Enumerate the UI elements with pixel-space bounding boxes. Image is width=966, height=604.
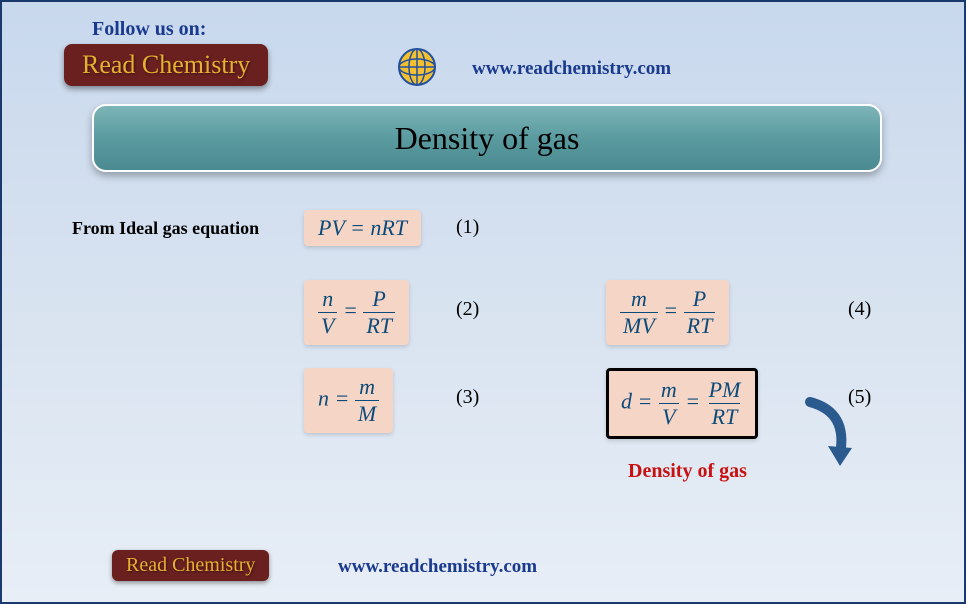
website-url-bottom[interactable]: www.readchemistry.com bbox=[338, 556, 537, 578]
eq5-left: d bbox=[621, 389, 632, 414]
eq4-left-num: m bbox=[628, 288, 650, 312]
eq3-den: M bbox=[355, 400, 379, 425]
eq2-left-num: n bbox=[319, 288, 336, 312]
derivation-intro: From Ideal gas equation bbox=[72, 218, 259, 239]
brand-logo-top: Read Chemistry bbox=[64, 44, 268, 86]
title-banner: Density of gas bbox=[92, 104, 882, 172]
page-title: Density of gas bbox=[395, 120, 580, 157]
eq4-right-num: P bbox=[690, 288, 709, 312]
eq5-mid-den: V bbox=[659, 403, 678, 428]
equation-2: n V = P RT bbox=[304, 280, 409, 345]
eq1-content: PV = nRT bbox=[318, 215, 407, 240]
eq2-right-num: P bbox=[369, 288, 388, 312]
eq2-left-den: V bbox=[318, 312, 337, 337]
eq3-num: m bbox=[356, 376, 378, 400]
eq3-number: (3) bbox=[456, 386, 479, 409]
eq4-number: (4) bbox=[848, 298, 871, 321]
equation-3: n = m M bbox=[304, 368, 393, 433]
website-url-top[interactable]: www.readchemistry.com bbox=[472, 58, 671, 80]
result-arrow-icon bbox=[800, 392, 860, 482]
result-label: Density of gas bbox=[628, 460, 747, 483]
eq5-right-den: RT bbox=[709, 403, 741, 428]
brand-logo-bottom: Read Chemistry bbox=[112, 550, 269, 581]
follow-us-label: Follow us on: bbox=[92, 18, 206, 41]
eq5-right-num: PM bbox=[706, 379, 744, 403]
eq4-left-den: MV bbox=[620, 312, 658, 337]
equation-5-result: d = m V = PM RT bbox=[606, 368, 758, 439]
equation-1: PV = nRT bbox=[304, 210, 421, 246]
eq2-number: (2) bbox=[456, 298, 479, 321]
globe-icon bbox=[396, 46, 438, 88]
equation-4: m MV = P RT bbox=[606, 280, 729, 345]
eq3-left: n bbox=[318, 386, 329, 411]
eq2-right-den: RT bbox=[363, 312, 395, 337]
eq4-right-den: RT bbox=[684, 312, 716, 337]
eq5-mid-num: m bbox=[658, 379, 680, 403]
eq1-number: (1) bbox=[456, 216, 479, 239]
